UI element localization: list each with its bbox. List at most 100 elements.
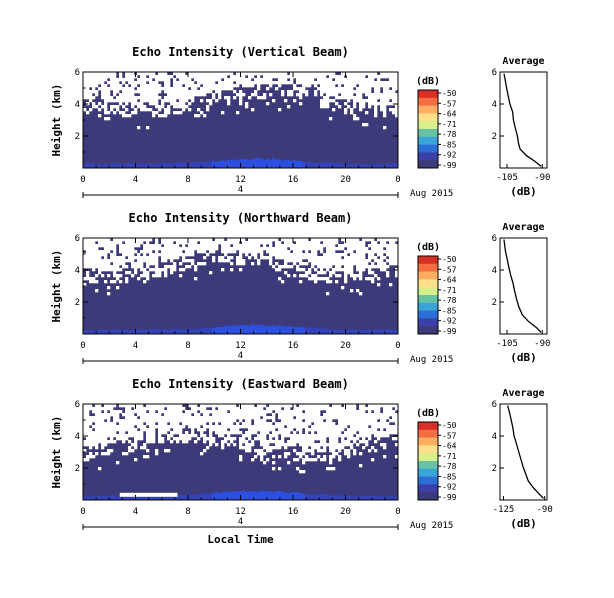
gap-cell [191, 238, 195, 242]
gap-cell [230, 428, 234, 432]
gap-cell [347, 404, 351, 408]
gap-cell [104, 117, 108, 121]
gap-cell [323, 105, 327, 109]
gap-cell [101, 81, 105, 85]
gap-cell [386, 422, 390, 426]
gap-cell [320, 81, 324, 85]
gap-cell [302, 78, 306, 82]
gap-cell [143, 280, 147, 284]
gap-cell [143, 90, 147, 94]
gap-cell [362, 262, 366, 266]
gap-cell [284, 265, 288, 269]
gap-cell [173, 93, 177, 97]
gap-cell [119, 419, 123, 423]
gap-cell [395, 81, 399, 85]
gap-cell [152, 410, 156, 414]
gap-cell [257, 250, 261, 254]
colorbar-band [418, 160, 438, 169]
gap-cell [383, 241, 387, 245]
gap-cell [194, 93, 198, 97]
gap-cell [206, 87, 210, 91]
gap-cell [392, 259, 396, 263]
gap-cell [89, 241, 93, 245]
gap-cell [140, 81, 144, 85]
gap-cell [221, 84, 225, 88]
gap-cell [224, 410, 228, 414]
colorbar-band [418, 468, 438, 477]
echo-cell [89, 164, 93, 168]
gap-cell [209, 250, 213, 254]
gap-cell [179, 105, 183, 109]
gap-cell [368, 250, 372, 254]
average-profile-line [503, 73, 542, 167]
y-tick-label: 2 [75, 132, 80, 142]
gap-cell [368, 259, 372, 263]
gap-cell [353, 75, 357, 79]
gap-cell [365, 422, 369, 426]
gap-cell [86, 455, 90, 459]
gap-cell [311, 428, 315, 432]
gap-cell [371, 72, 375, 76]
gap-cell [107, 428, 111, 432]
gap-cell [182, 253, 186, 257]
gap-cell [296, 467, 300, 471]
gap-cell [122, 114, 126, 118]
echo-cell [152, 495, 156, 500]
gap-cell [200, 244, 204, 248]
gap-cell [320, 431, 324, 435]
echo-cell [254, 325, 258, 334]
gap-cell [155, 250, 159, 254]
gap-cell [362, 413, 366, 417]
gap-cell [158, 268, 162, 272]
gap-cell [248, 410, 252, 414]
gap-cell [239, 102, 243, 106]
gap-cell [290, 93, 294, 97]
gap-cell [332, 410, 336, 414]
echo-cell [260, 490, 264, 500]
x-tick-label: 12 [235, 507, 246, 517]
gap-cell [107, 93, 111, 97]
gap-cell [314, 280, 318, 284]
gap-cell [176, 93, 180, 97]
gap-cell [347, 72, 351, 76]
gap-cell [116, 108, 120, 112]
gap-cell [248, 413, 252, 417]
gap-cell [362, 90, 366, 94]
gap-cell [284, 253, 288, 257]
gap-cell [278, 277, 282, 281]
colorbar-unit: (dB) [416, 408, 440, 419]
gap-cell [347, 90, 351, 94]
gap-cell [146, 274, 150, 278]
echo-cell [107, 330, 111, 334]
gap-cell [188, 419, 192, 423]
echo-cell [353, 329, 357, 334]
gap-cell [131, 78, 135, 82]
gap-cell [155, 102, 159, 106]
gap-cell [122, 452, 126, 456]
y-tick-label: 2 [75, 298, 80, 308]
gap-cell [164, 419, 168, 423]
gap-cell [230, 440, 234, 444]
gap-cell [125, 250, 129, 254]
gap-cell [308, 428, 312, 432]
gap-cell [329, 72, 333, 76]
gap-cell [209, 99, 213, 103]
gap-cell [206, 241, 210, 245]
gap-cell [323, 259, 327, 263]
gap-cell [305, 443, 309, 447]
colorbar-frame [417, 421, 439, 501]
gap-cell [158, 87, 162, 91]
gap-cell [293, 404, 297, 408]
gap-cell [371, 253, 375, 257]
gap-cell [119, 250, 123, 254]
gap-cell [128, 114, 132, 118]
gap-cell [155, 75, 159, 79]
gap-cell [170, 265, 174, 269]
gap-cell [140, 425, 144, 429]
gap-cell [368, 93, 372, 97]
gap-cell [152, 99, 156, 103]
gap-cell [290, 437, 294, 441]
gap-cell [287, 425, 291, 429]
gap-cell [272, 81, 276, 85]
gap-cell [185, 253, 189, 257]
